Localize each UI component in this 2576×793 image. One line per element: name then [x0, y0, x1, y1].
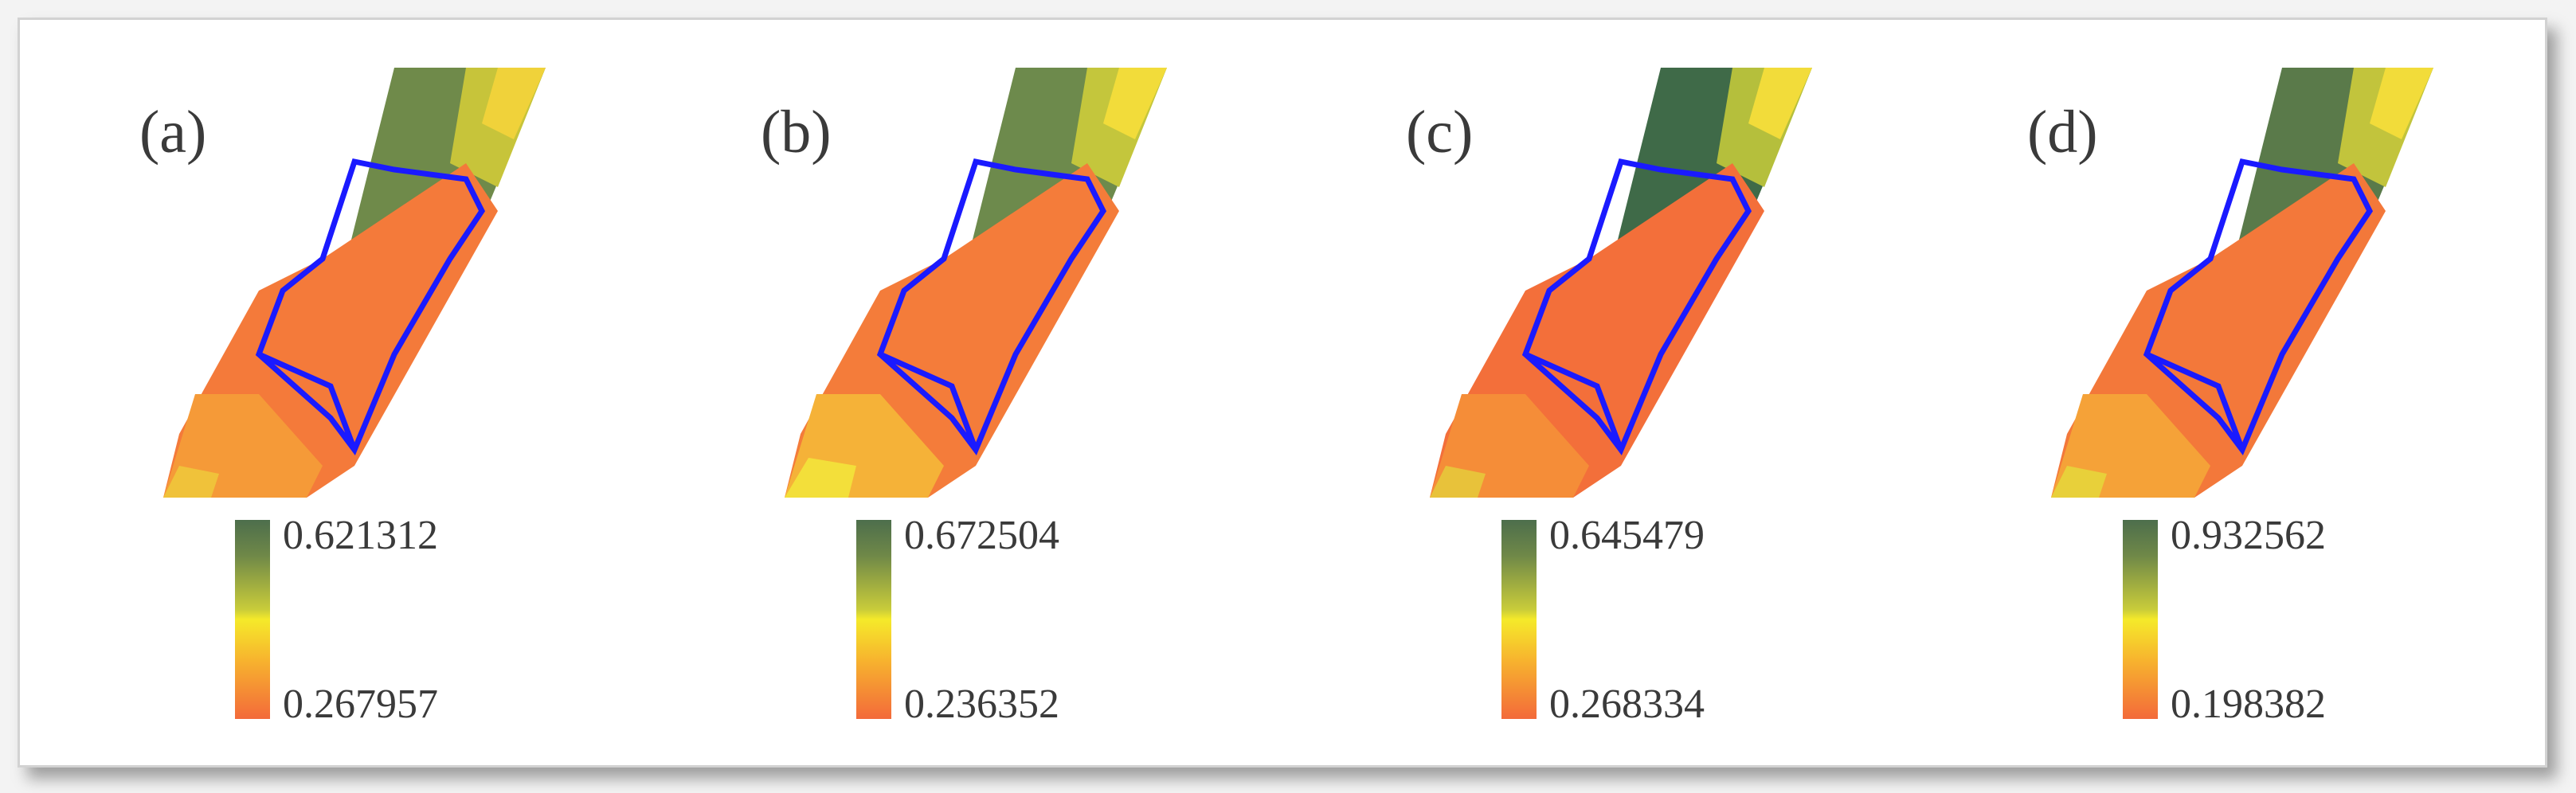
panel-label: (b)	[761, 99, 832, 166]
lower-region	[1430, 163, 1764, 498]
legend-max-value: 0.621312	[283, 513, 438, 558]
panel-label: (a)	[139, 99, 207, 166]
panel-a: (a) 0.621312 0.267957	[20, 20, 657, 765]
boundary-outline	[2143, 158, 2374, 455]
lower-region	[785, 163, 1119, 498]
legend-max-value: 0.645479	[1549, 513, 1705, 558]
color-scale-bar	[856, 520, 891, 719]
boundary-outline	[255, 158, 486, 455]
panel-b: (b) 0.672504 0.236352	[641, 20, 1278, 765]
legend-max-value: 0.672504	[904, 513, 1059, 558]
map-d	[2051, 68, 2433, 498]
panel-label: (c)	[1406, 99, 1474, 166]
color-scale-bar	[2123, 520, 2158, 719]
color-scale-bar	[235, 520, 270, 719]
figure-frame: (a) 0.621312 0.267957 (b) 0.672504 0.236…	[18, 18, 2547, 768]
lower-region	[163, 163, 498, 498]
lower-region	[2051, 163, 2386, 498]
panel-c: (c) 0.645479 0.268334	[1286, 20, 1924, 765]
panel-d: (d) 0.932562 0.198382	[1908, 20, 2545, 765]
legend-min-value: 0.268334	[1549, 682, 1705, 727]
map-c	[1430, 68, 1812, 498]
legend-min-value: 0.198382	[2171, 682, 2326, 727]
boundary-outline	[1521, 158, 1752, 455]
map-a	[163, 68, 546, 498]
panel-label: (d)	[2027, 99, 2098, 166]
legend-max-value: 0.932562	[2171, 513, 2326, 558]
map-b	[785, 68, 1167, 498]
boundary-outline	[876, 158, 1107, 455]
color-scale-bar	[1501, 520, 1537, 719]
legend-min-value: 0.267957	[283, 682, 438, 727]
legend-min-value: 0.236352	[904, 682, 1059, 727]
